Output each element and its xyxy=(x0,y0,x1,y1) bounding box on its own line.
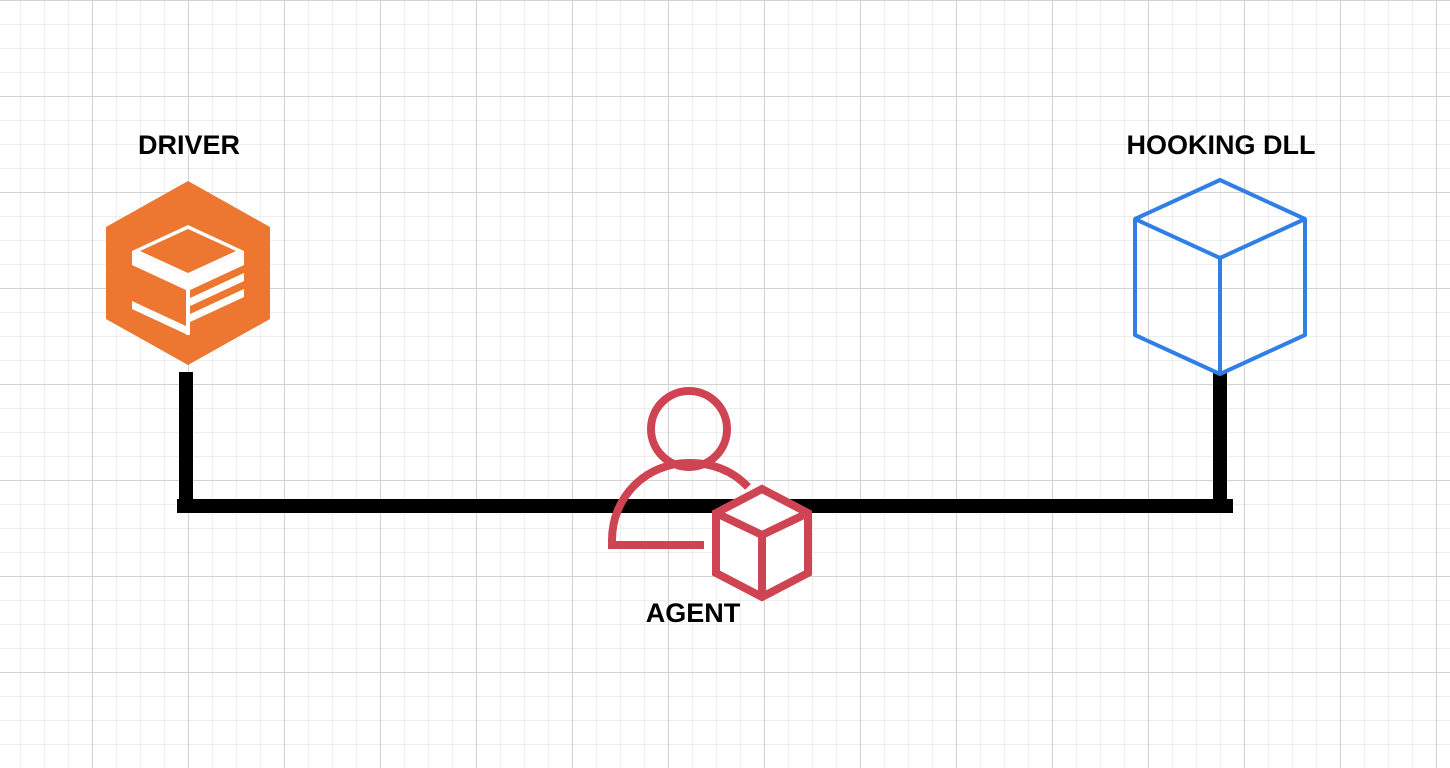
user-with-cube-icon[interactable] xyxy=(606,385,816,605)
agent-label: AGENT xyxy=(645,598,741,628)
hooking-dll-label: HOOKING DLL xyxy=(1126,130,1316,160)
driver-label: DRIVER xyxy=(137,130,241,160)
driver-storage-icon[interactable] xyxy=(104,181,272,365)
cube-icon[interactable] xyxy=(1130,176,1310,376)
